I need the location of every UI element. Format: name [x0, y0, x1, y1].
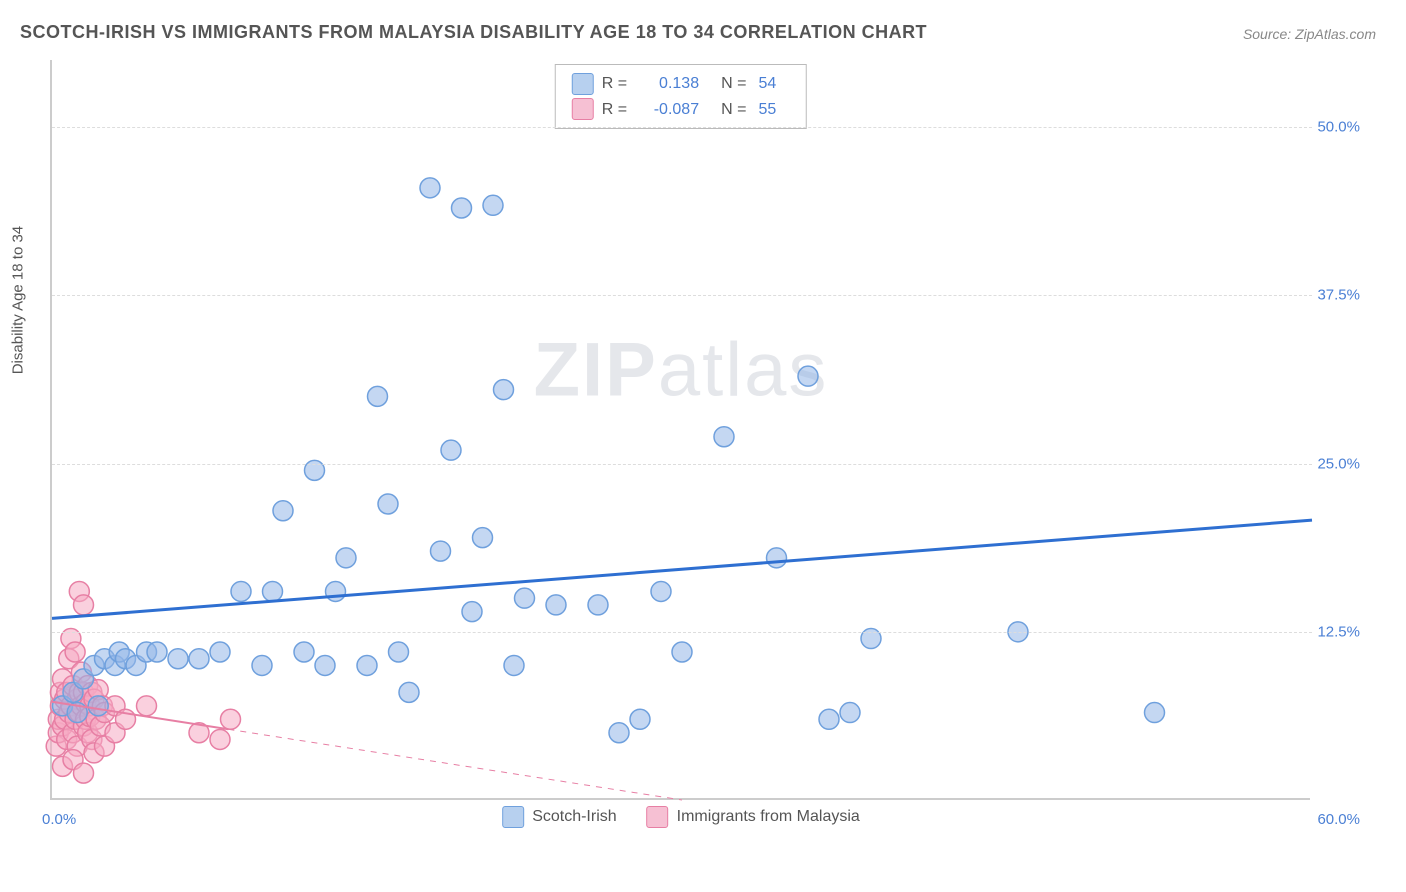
- source-attribution: Source: ZipAtlas.com: [1243, 26, 1376, 42]
- data-point: [168, 649, 188, 669]
- y-tick-label: 50.0%: [1317, 119, 1360, 136]
- data-point: [326, 581, 346, 601]
- data-point: [546, 595, 566, 615]
- x-tick-min: 0.0%: [42, 811, 76, 828]
- data-point: [252, 655, 272, 675]
- r-label: R =: [602, 97, 627, 123]
- data-point: [630, 709, 650, 729]
- series-name-0: Scotch-Irish: [532, 808, 616, 826]
- legend-row-series-1: R = -0.087 N = 55: [572, 97, 790, 123]
- data-point: [263, 581, 283, 601]
- data-point: [315, 655, 335, 675]
- data-point: [189, 649, 209, 669]
- data-point: [399, 682, 419, 702]
- data-point: [88, 696, 108, 716]
- legend-item-0: Scotch-Irish: [502, 806, 616, 828]
- data-point: [452, 198, 472, 218]
- r-value-1: -0.087: [639, 97, 699, 123]
- x-tick-max: 60.0%: [1317, 811, 1360, 828]
- n-value-0: 54: [758, 71, 776, 97]
- data-point: [494, 380, 514, 400]
- swatch-icon: [647, 806, 669, 828]
- n-value-1: 55: [758, 97, 776, 123]
- data-point: [504, 655, 524, 675]
- data-point: [609, 723, 629, 743]
- data-point: [74, 595, 94, 615]
- data-point: [1145, 703, 1165, 723]
- n-label: N =: [721, 71, 746, 97]
- data-point: [357, 655, 377, 675]
- data-point: [798, 366, 818, 386]
- data-point: [672, 642, 692, 662]
- gridline: [52, 127, 1312, 128]
- series-name-1: Immigrants from Malaysia: [677, 808, 860, 826]
- r-label: R =: [602, 71, 627, 97]
- data-point: [840, 703, 860, 723]
- data-point: [651, 581, 671, 601]
- data-point: [147, 642, 167, 662]
- y-axis-label: Disability Age 18 to 34: [10, 226, 27, 374]
- data-point: [336, 548, 356, 568]
- swatch-series-1: [572, 98, 594, 120]
- data-point: [389, 642, 409, 662]
- data-point: [294, 642, 314, 662]
- data-point: [231, 581, 251, 601]
- gridline: [52, 295, 1312, 296]
- y-tick-label: 37.5%: [1317, 287, 1360, 304]
- data-point: [65, 642, 85, 662]
- data-point: [431, 541, 451, 561]
- data-point: [819, 709, 839, 729]
- data-point: [462, 602, 482, 622]
- y-tick-label: 25.0%: [1317, 455, 1360, 472]
- chart-container: Disability Age 18 to 34 ZIPatlas R = 0.1…: [50, 60, 1350, 820]
- legend-item-1: Immigrants from Malaysia: [647, 806, 860, 828]
- gridline: [52, 464, 1312, 465]
- data-point: [221, 709, 241, 729]
- scatter-plot-svg: [52, 60, 1312, 800]
- data-point: [273, 501, 293, 521]
- r-value-0: 0.138: [639, 71, 699, 97]
- data-point: [137, 696, 157, 716]
- trend-line: [52, 520, 1312, 618]
- data-point: [210, 642, 230, 662]
- legend-row-series-0: R = 0.138 N = 54: [572, 71, 790, 97]
- data-point: [483, 195, 503, 215]
- plot-area: ZIPatlas R = 0.138 N = 54 R = -0.087 N =…: [50, 60, 1310, 800]
- series-legend: Scotch-Irish Immigrants from Malaysia: [502, 806, 860, 828]
- data-point: [767, 548, 787, 568]
- gridline: [52, 632, 1312, 633]
- data-point: [588, 595, 608, 615]
- y-tick-label: 12.5%: [1317, 623, 1360, 640]
- swatch-series-0: [572, 73, 594, 95]
- data-point: [473, 528, 493, 548]
- data-point: [420, 178, 440, 198]
- data-point: [368, 386, 388, 406]
- data-point: [441, 440, 461, 460]
- n-label: N =: [721, 97, 746, 123]
- data-point: [378, 494, 398, 514]
- chart-title: SCOTCH-IRISH VS IMMIGRANTS FROM MALAYSIA…: [20, 22, 927, 43]
- data-point: [74, 763, 94, 783]
- swatch-icon: [502, 806, 524, 828]
- correlation-legend: R = 0.138 N = 54 R = -0.087 N = 55: [555, 64, 807, 129]
- data-point: [714, 427, 734, 447]
- data-point: [210, 729, 230, 749]
- data-point: [515, 588, 535, 608]
